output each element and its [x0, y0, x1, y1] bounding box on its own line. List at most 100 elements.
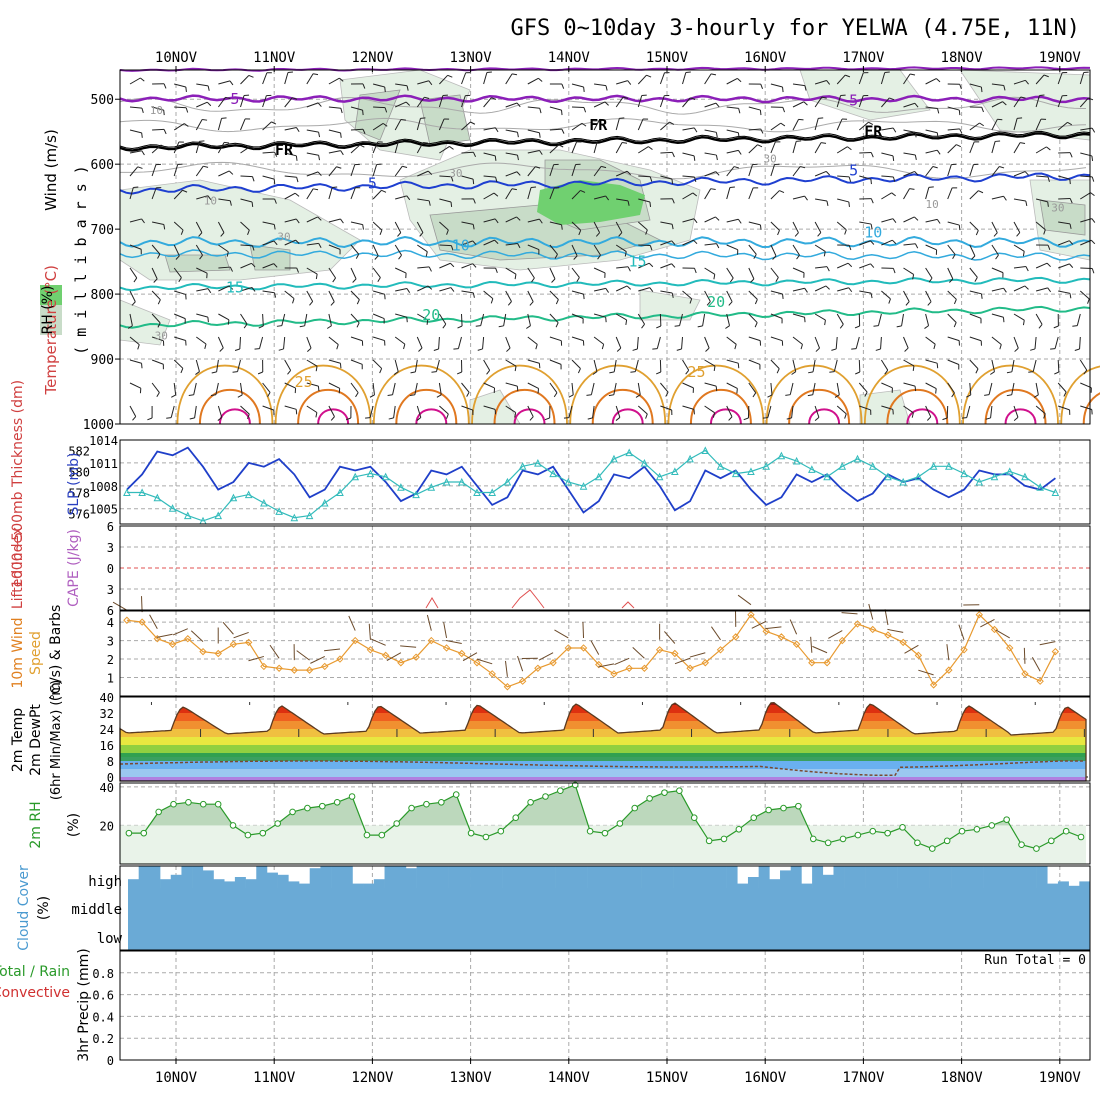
rh-point: [914, 839, 921, 847]
wind-barb: [1058, 405, 1070, 411]
wind-barb-feather: [693, 176, 697, 182]
wind-barb-feather: [583, 107, 587, 113]
rh-point: [631, 804, 639, 812]
rh-point: [869, 827, 877, 835]
wind-barb-feather: [605, 288, 610, 293]
rh-point: [854, 831, 862, 839]
wind-barb: [682, 218, 695, 223]
wind-barb: [615, 221, 623, 233]
wind-barb-feather: [356, 322, 360, 328]
wind-barb: [615, 313, 627, 321]
contour-label: FR: [589, 116, 608, 134]
rh-point: [363, 831, 371, 839]
wind-barb: [704, 129, 717, 133]
wind-barb-feather: [529, 416, 534, 421]
wind-barb-feather: [450, 262, 455, 268]
thickness-point: [457, 477, 466, 486]
temp-band: [120, 713, 1086, 721]
wind-barb-feather: [317, 102, 322, 107]
wind-barb-feather: [449, 146, 454, 150]
wind-barb: [859, 175, 872, 180]
wind-barb-feather: [619, 117, 625, 119]
wind-barb: [880, 72, 886, 85]
wind-barb-feather: [1091, 268, 1095, 274]
wind-speed-point: [184, 635, 192, 643]
wind-barb: [704, 382, 717, 387]
wind-barb-feather: [583, 86, 585, 93]
wind-barb: [858, 72, 864, 85]
wind-barb-feather: [1047, 176, 1050, 182]
wind-barb-feather: [971, 255, 976, 260]
wind-tick-label: 2: [107, 653, 114, 667]
wind-barb: [593, 101, 606, 108]
wind-barb: [392, 382, 396, 395]
wind-barb-10m: [222, 621, 234, 635]
wind-barb: [814, 285, 827, 292]
wind-barb: [682, 405, 695, 410]
thickness-point: [518, 462, 527, 470]
wind-barb-feather: [141, 150, 145, 156]
wind-speed-point: [153, 635, 162, 643]
wind-barb-feather: [1083, 369, 1088, 375]
isotherm-15: [119, 276, 1091, 292]
wind-barb: [438, 95, 444, 108]
rh-point: [780, 804, 787, 812]
wind-barb-feather: [990, 371, 995, 375]
thickness-point: [731, 469, 740, 478]
thickness-point: [442, 477, 451, 486]
high-cloud-bar: [234, 877, 246, 888]
wind-barb-feather: [535, 344, 538, 350]
wind-barb: [659, 95, 665, 108]
wind-barb-feather: [362, 83, 366, 89]
wind-barb: [372, 290, 385, 295]
wind-barb-feather: [959, 128, 963, 134]
high-cloud-bar: [245, 879, 257, 888]
wind-barb: [704, 243, 717, 246]
wind-barb-feather: [423, 141, 429, 144]
wind-barb-feather: [516, 102, 521, 108]
thickness-point: [914, 472, 923, 481]
wind-barb: [925, 187, 930, 200]
wind-barb-feather: [133, 277, 138, 283]
wind-barb: [350, 144, 361, 154]
wind-barb: [284, 405, 297, 410]
wind-barb-feather: [457, 325, 463, 329]
wind-barb: [527, 77, 539, 85]
wind-barb-feather: [942, 417, 948, 421]
wind-barb: [240, 313, 248, 325]
wind-barb-feather: [823, 251, 826, 257]
wind-speed-point: [960, 646, 968, 654]
wind-barb: [682, 152, 695, 157]
wind-barb-feather: [369, 394, 375, 398]
wind-barb-feather: [586, 394, 592, 396]
wind-barb-feather: [652, 348, 658, 350]
wind-barb-feather: [228, 170, 234, 175]
wind-barb: [1057, 95, 1063, 108]
rh-point: [438, 798, 445, 806]
wind-barb: [503, 313, 507, 326]
wind-barb: [969, 244, 976, 257]
date-label-bottom: 15NOV: [646, 1070, 689, 1086]
wind-barb-10m: [554, 629, 569, 639]
wind-barb-feather: [273, 224, 276, 230]
wind-barb: [350, 290, 360, 300]
wind-barb-feather: [912, 365, 915, 371]
wind-barb: [969, 164, 974, 177]
panel-frame: [119, 610, 1091, 697]
wind-barb: [328, 129, 341, 134]
wind-barb-feather: [693, 218, 698, 224]
high-cloud-bar: [641, 866, 653, 888]
wind-barb-feather: [1030, 348, 1036, 351]
wind-barb: [129, 313, 133, 326]
wind-barb: [615, 142, 623, 154]
wind-barb-feather: [821, 142, 827, 144]
temp-tick-label: 0: [107, 771, 114, 785]
wind-barb: [129, 336, 140, 346]
thickness-point: [305, 511, 314, 520]
wind-barb-feather: [1053, 325, 1059, 329]
wind-barb-feather: [1087, 298, 1090, 304]
wind-barb: [284, 175, 297, 178]
wind-barb-feather: [274, 198, 277, 204]
wind-speed-point: [762, 627, 770, 636]
wind-barb-feather: [935, 388, 937, 394]
